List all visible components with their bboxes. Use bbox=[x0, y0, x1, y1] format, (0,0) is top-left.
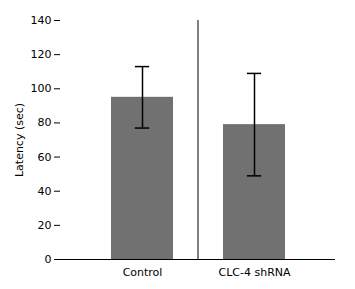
svg-text:CLC-4 shRNA: CLC-4 shRNA bbox=[218, 266, 291, 279]
svg-text:20: 20 bbox=[38, 219, 52, 232]
svg-text:Control: Control bbox=[123, 266, 163, 279]
svg-text:80: 80 bbox=[38, 116, 52, 129]
svg-text:60: 60 bbox=[38, 151, 52, 164]
svg-text:140: 140 bbox=[31, 14, 52, 27]
svg-text:100: 100 bbox=[31, 82, 52, 95]
svg-text:40: 40 bbox=[38, 185, 52, 198]
svg-text:120: 120 bbox=[31, 48, 52, 61]
svg-text:0: 0 bbox=[45, 253, 52, 266]
svg-text:Latency (sec): Latency (sec) bbox=[13, 103, 26, 177]
